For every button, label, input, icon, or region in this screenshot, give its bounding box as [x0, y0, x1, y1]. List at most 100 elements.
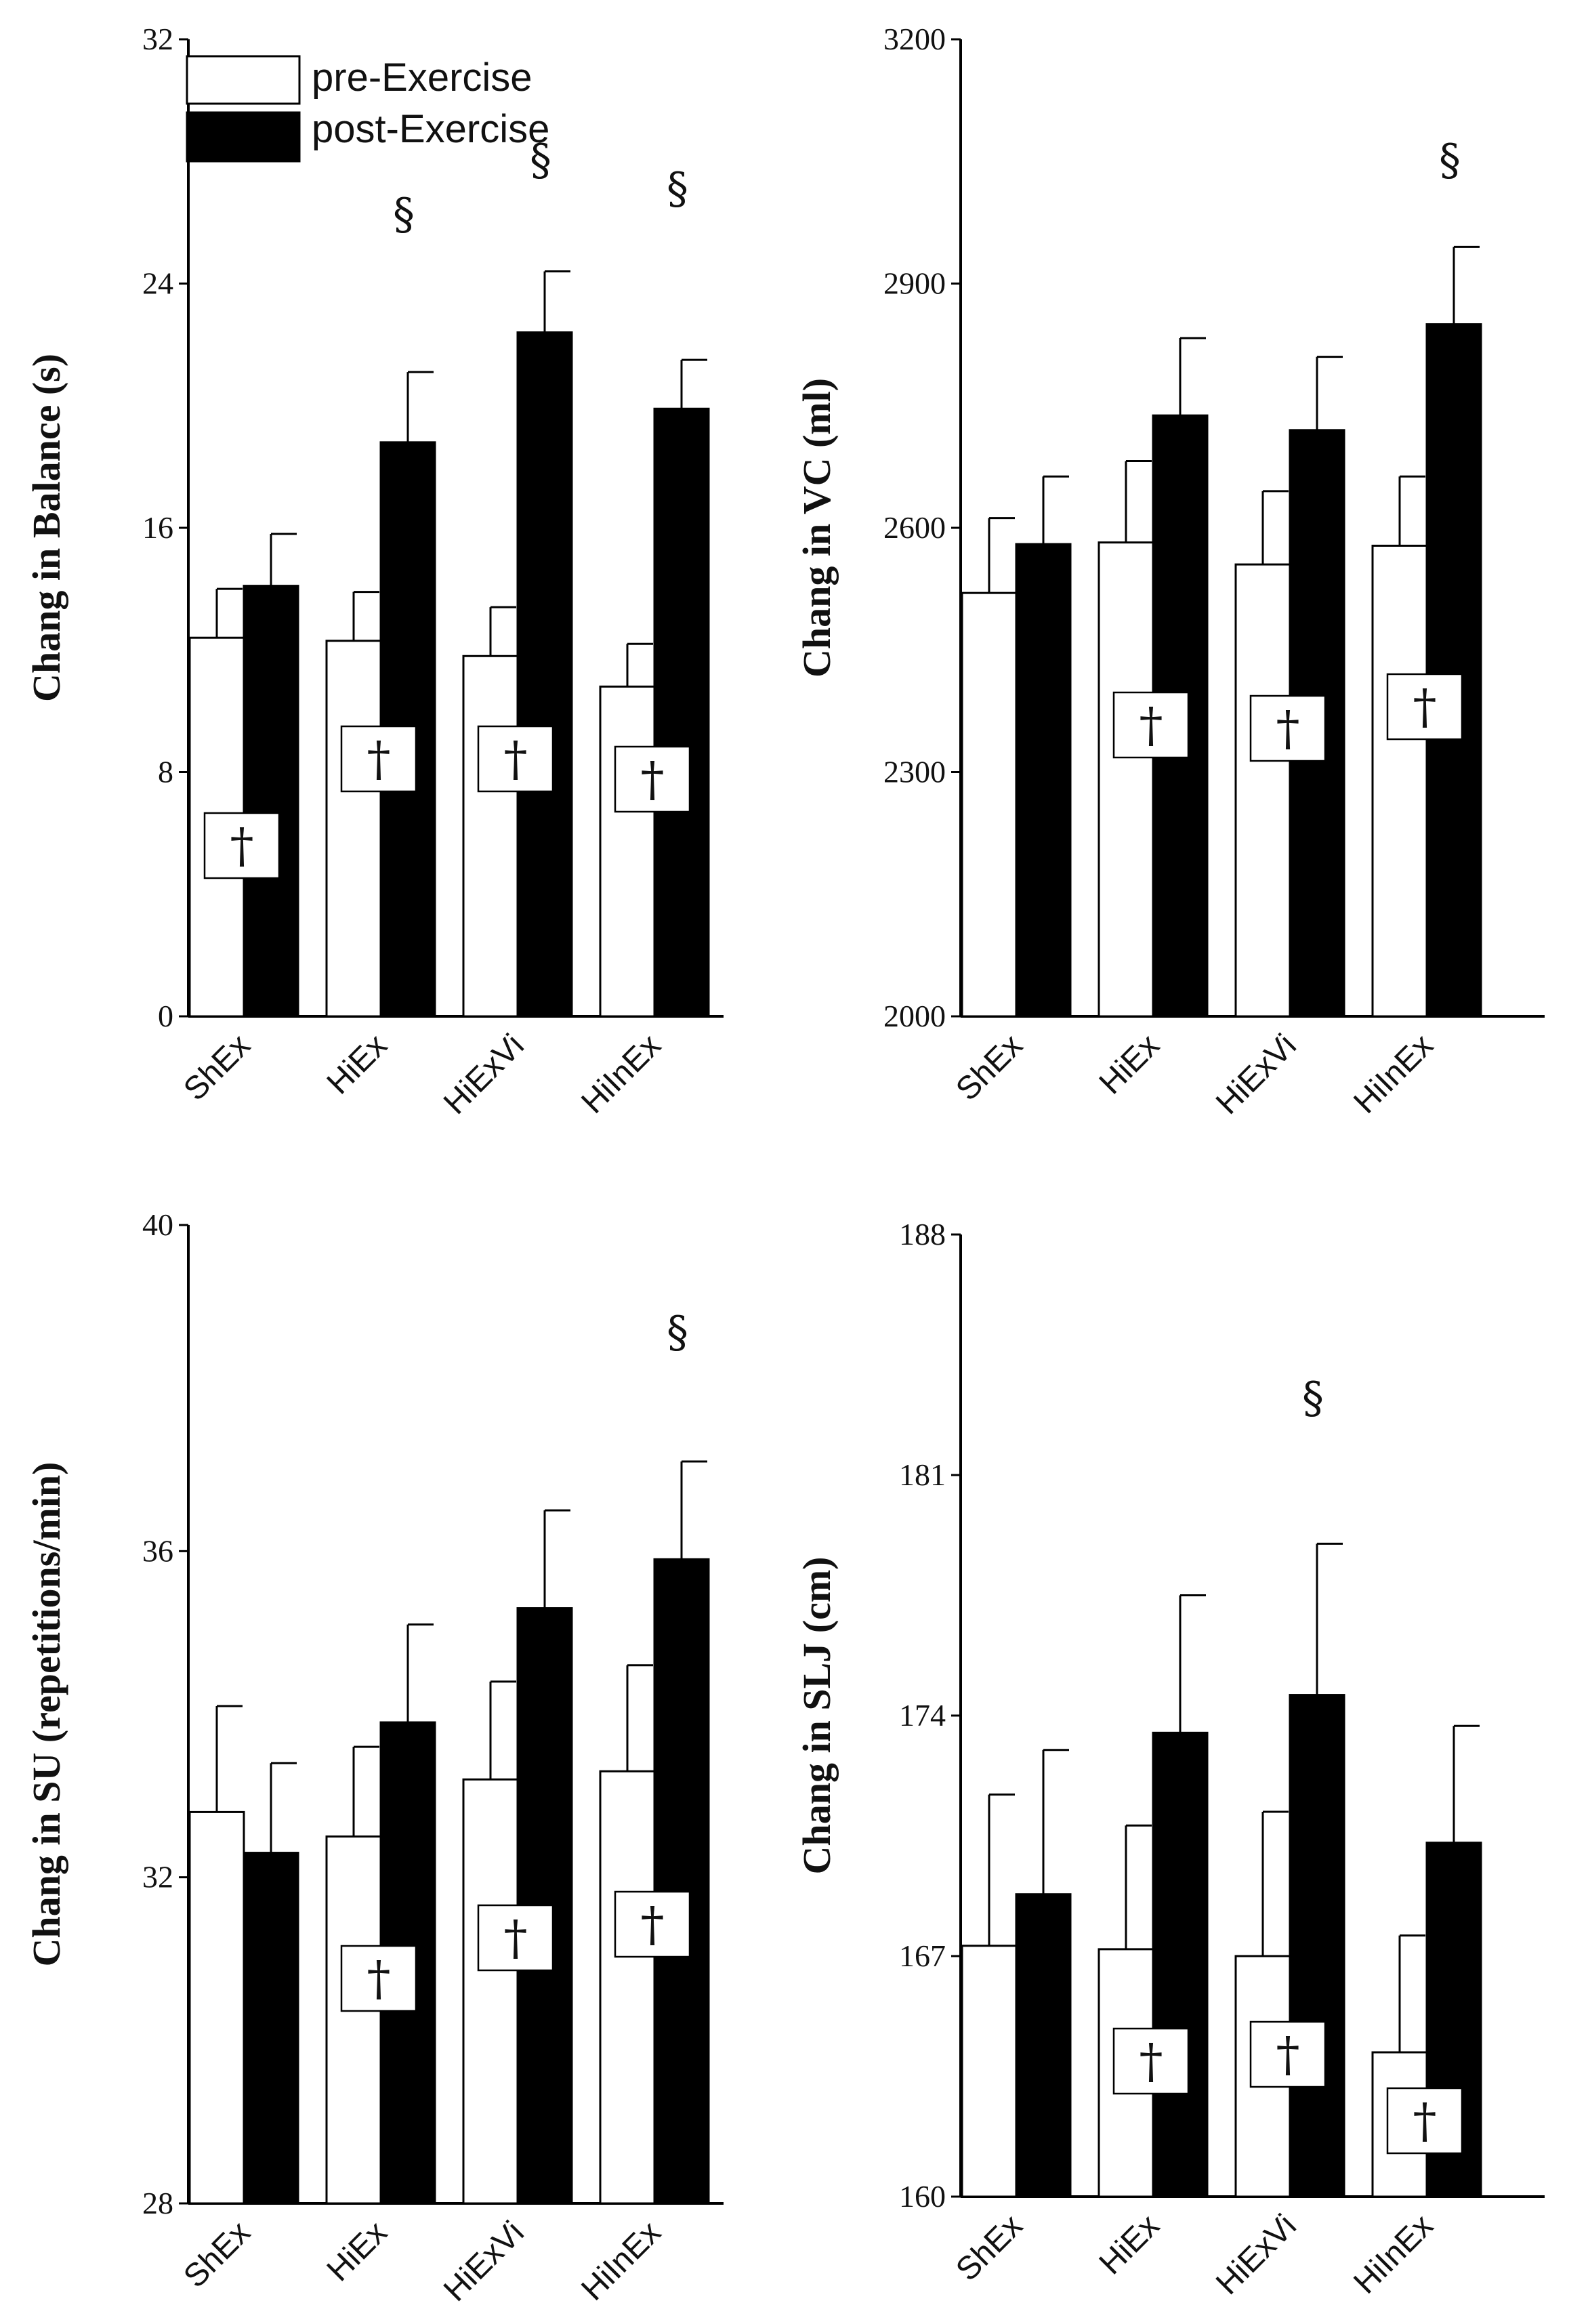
chart-vc: 2000 2300 2600 2900 3200 Chang in VC (ml) ShEx… [795, 22, 1545, 1121]
legend-label-pre: pre-Exercise [312, 56, 532, 100]
dagger-box [614, 1890, 691, 1958]
significance-mark: § [393, 190, 415, 240]
y-tick-label: 36 [142, 1533, 173, 1568]
legend-swatch-post [186, 111, 301, 163]
dagger-mark: † [504, 1910, 528, 1966]
dagger-box [477, 1904, 554, 1972]
dagger-box [203, 812, 280, 879]
category-label-HiEx: HiEx [1093, 1027, 1167, 1101]
dagger-box [477, 725, 554, 793]
pre-bar-ShEx [961, 592, 1018, 1018]
post-bar-ShEx [1015, 543, 1072, 1018]
y-axis-label: Chang in SLJ (cm) [795, 1557, 839, 1875]
y-tick-label: 24 [142, 266, 173, 301]
pre-bar-HiEx [325, 640, 382, 1018]
dagger-mark: † [641, 751, 665, 807]
y-tick-label: 2000 [883, 999, 946, 1033]
chart-slj: 160 167 174 181 188 Chang in SLJ (cm) ShEx † HiE… [795, 1217, 1545, 2302]
y-tick-label: 32 [142, 22, 173, 56]
pre-bar-HiExVi [462, 1778, 519, 2205]
y-tick-label: 32 [142, 1860, 173, 1894]
post-bar-ShEx [1015, 1893, 1072, 2198]
pre-bar-ShEx [188, 1810, 245, 2205]
post-bar-HiInEx [1425, 323, 1482, 1018]
category-label-HiExVi: HiExVi [1209, 2207, 1303, 2302]
post-bar-ShEx [243, 1852, 299, 2205]
dagger-box [1386, 673, 1463, 741]
dagger-box [340, 1945, 417, 2012]
dagger-mark: † [1276, 701, 1300, 756]
y-tick-label: 3200 [883, 22, 946, 56]
category-label-HiInEx: HiInEx [1347, 2207, 1440, 2300]
y-tick-label: 2300 [883, 755, 946, 789]
post-bar-HiInEx [653, 1558, 710, 2205]
category-label-HiEx: HiEx [320, 1027, 394, 1101]
y-axis-label: Chang in VC (ml) [795, 378, 839, 678]
pre-bar-HiInEx [599, 1770, 656, 2205]
y-axis-label: Chang in Balance (s) [24, 354, 68, 702]
pre-bar-HiInEx [1371, 544, 1428, 1018]
dagger-box [1249, 2020, 1326, 2088]
dagger-mark: † [504, 731, 528, 787]
y-tick-label: 160 [899, 2179, 946, 2214]
category-label-ShEx: ShEx [949, 2207, 1030, 2288]
y-tick-label: 8 [158, 755, 173, 789]
legend: pre-Exercise post-Exercise [186, 55, 549, 163]
y-tick-label: 2900 [883, 266, 946, 301]
pre-bar-HiExVi [1234, 563, 1291, 1018]
category-label-ShEx: ShEx [177, 1027, 257, 1108]
post-bar-HiExVi [1289, 1694, 1345, 2198]
y-tick-label: 40 [142, 1207, 173, 1242]
category-label-HiInEx: HiInEx [574, 2214, 667, 2307]
dagger-box [614, 745, 691, 813]
significance-mark: § [1302, 1373, 1324, 1424]
category-label-ShEx: ShEx [949, 1027, 1030, 1108]
post-bar-HiExVi [516, 331, 573, 1018]
category-label-HiExVi: HiExVi [437, 2214, 531, 2308]
significance-mark: § [667, 1308, 688, 1358]
y-tick-label: 0 [158, 999, 173, 1033]
dagger-mark: † [1140, 697, 1163, 753]
pre-bar-HiExVi [462, 655, 519, 1018]
y-tick-label: 174 [899, 1698, 946, 1732]
y-tick-label: 188 [899, 1217, 946, 1251]
pre-bar-HiInEx [599, 685, 656, 1018]
pre-bar-HiEx [1098, 541, 1154, 1018]
post-bar-HiEx [1152, 1731, 1209, 2198]
category-label-HiEx: HiEx [320, 2214, 394, 2288]
dagger-mark: † [1140, 2033, 1163, 2089]
y-tick-label: 167 [899, 1938, 946, 1973]
dagger-mark: † [1413, 2093, 1437, 2149]
dagger-mark: † [1413, 679, 1437, 734]
category-label-HiInEx: HiInEx [574, 1027, 667, 1120]
y-tick-label: 181 [899, 1457, 946, 1492]
post-bar-ShEx [243, 585, 299, 1018]
pre-bar-ShEx [961, 1945, 1018, 2198]
y-tick-label: 2600 [883, 510, 946, 545]
y-tick-label: 16 [142, 510, 173, 545]
significance-mark: § [667, 164, 688, 214]
dagger-box [1386, 2087, 1463, 2155]
dagger-box [1249, 694, 1326, 762]
dagger-mark: † [230, 818, 254, 873]
y-tick-label: 28 [142, 2186, 173, 2220]
dagger-mark: † [641, 1896, 665, 1952]
dagger-mark: † [367, 731, 391, 787]
significance-mark: § [530, 136, 551, 186]
category-label-HiEx: HiEx [1093, 2207, 1167, 2281]
category-label-HiInEx: HiInEx [1347, 1027, 1440, 1120]
dagger-mark: † [1276, 2027, 1300, 2082]
pre-bar-HiEx [325, 1835, 382, 2205]
dagger-mark: † [367, 1951, 391, 2006]
chart-balance: 0 8 16 24 32 Chang in Balance (s) † ShEx † § HiEx †… [24, 22, 724, 1121]
dagger-box [1112, 2027, 1190, 2095]
chart-su: 28 32 36 40 Chang in SU (repetitions/min) ShE… [24, 1207, 724, 2308]
category-label-ShEx: ShEx [177, 2214, 257, 2295]
dagger-box [1112, 691, 1190, 759]
significance-mark: § [1439, 136, 1461, 186]
category-label-HiExVi: HiExVi [437, 1027, 531, 1121]
post-bar-HiInEx [653, 407, 710, 1018]
legend-swatch-pre [186, 55, 301, 105]
y-axis-label: Chang in SU (repetitions/min) [24, 1462, 68, 1967]
